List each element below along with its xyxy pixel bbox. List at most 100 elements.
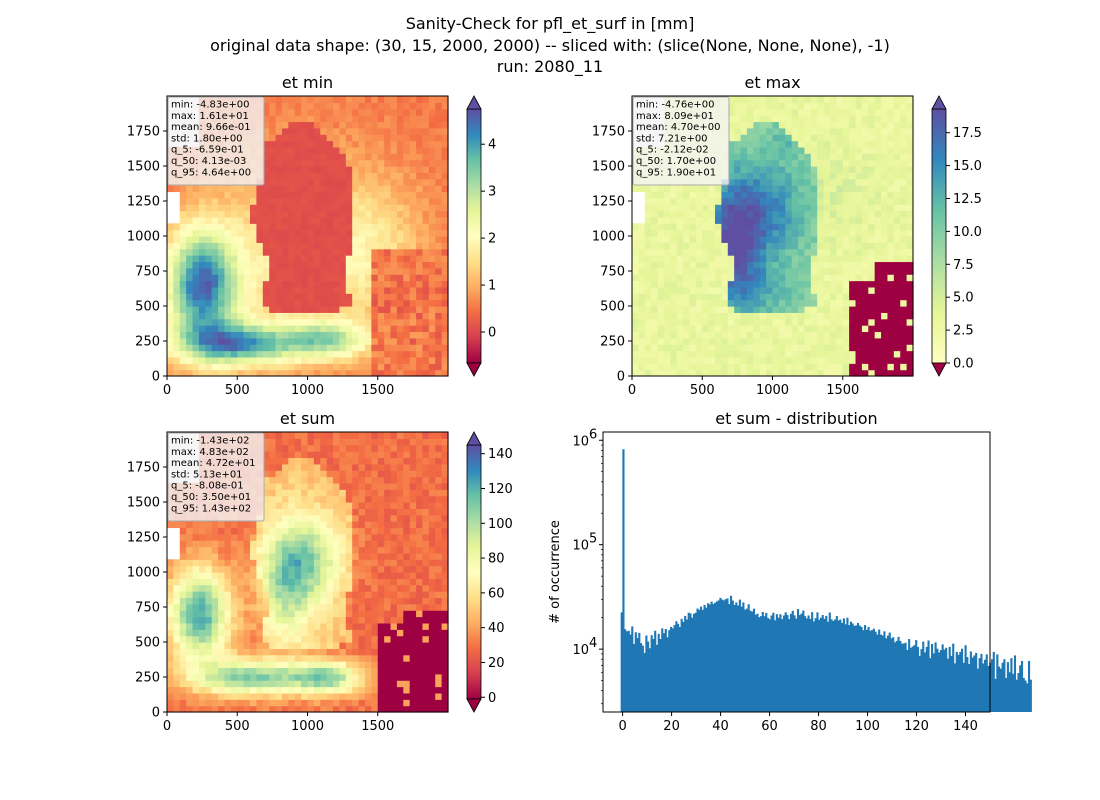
heatmap-cell <box>307 578 315 586</box>
colorbar-gradient <box>466 108 482 364</box>
heatmap-cell <box>262 344 270 352</box>
heatmap-cell <box>823 108 831 116</box>
heatmap-cell <box>326 172 334 180</box>
heatmap-cell <box>288 236 296 243</box>
heatmap-cell <box>339 115 347 123</box>
heatmap-cell <box>179 572 187 579</box>
heatmap-cell <box>256 559 264 567</box>
heatmap-cell <box>778 337 786 345</box>
heatmap-cell <box>294 482 302 490</box>
heatmap-cell <box>632 261 639 269</box>
heatmap-cell <box>670 191 678 199</box>
heatmap-cell <box>734 331 742 339</box>
heatmap-cell <box>179 705 187 713</box>
heatmap-cell <box>320 622 328 630</box>
heatmap-cell <box>262 432 270 439</box>
heatmap-cell <box>422 146 430 154</box>
heatmap-cell <box>256 242 264 250</box>
heatmap-cell <box>441 210 449 218</box>
heatmap-cell <box>173 267 181 275</box>
heatmap-cell <box>740 286 748 294</box>
heatmap-cell <box>211 331 219 339</box>
heatmap-cell <box>301 299 309 307</box>
heatmap-cell <box>772 337 780 345</box>
heatmap-cell <box>868 280 876 288</box>
heatmap-cell <box>861 108 869 116</box>
heatmap-cell <box>384 306 392 313</box>
heatmap-cell <box>250 699 258 707</box>
heatmap-cell <box>320 191 328 199</box>
heatmap-cell <box>243 603 251 611</box>
heatmap-cell <box>371 210 379 218</box>
heatmap-cell <box>173 661 181 669</box>
heatmap-cell <box>403 255 411 263</box>
heatmap-cell <box>753 356 761 364</box>
heatmap-cell <box>638 255 646 263</box>
heatmap-cell <box>218 552 226 560</box>
heatmap-cell <box>256 248 264 256</box>
heatmap-cell <box>333 108 341 116</box>
heatmap-cell <box>301 350 309 358</box>
heatmap-cell <box>358 102 366 110</box>
heatmap-cell <box>269 191 277 199</box>
heatmap-cell <box>753 153 761 161</box>
heatmap-cell <box>294 527 302 535</box>
heatmap-cell <box>237 223 245 231</box>
heatmap-cell <box>313 210 321 218</box>
heatmap-cell <box>403 242 411 250</box>
heatmap-cell <box>333 642 341 649</box>
heatmap-cell <box>721 216 729 224</box>
heatmap-cell <box>868 337 876 345</box>
heatmap-cell <box>243 705 251 713</box>
heatmap-cell <box>893 255 901 263</box>
heatmap-cell <box>759 127 767 135</box>
heatmap-cell <box>218 299 226 307</box>
heatmap-cell <box>849 204 857 212</box>
heatmap-cell <box>218 533 226 541</box>
heatmap-cell <box>211 705 219 713</box>
heatmap-cell <box>384 166 392 173</box>
heatmap-cell <box>396 312 404 320</box>
heatmap-cell <box>759 159 767 167</box>
heatmap-cell <box>256 325 264 333</box>
y-tick-label: 0 <box>152 370 160 385</box>
heatmap-cell <box>262 476 270 484</box>
heatmap-cell <box>384 318 392 326</box>
heatmap-cell <box>243 261 251 269</box>
heatmap-cell <box>262 369 270 377</box>
heatmap-cell <box>804 337 812 345</box>
heatmap-cell <box>339 191 347 199</box>
heatmap-cell <box>288 508 296 516</box>
heatmap-cell <box>371 255 379 263</box>
heatmap-cell <box>192 197 200 205</box>
heatmap-cell <box>396 325 404 333</box>
heatmap-cell <box>237 552 245 560</box>
heatmap-cell <box>836 146 844 154</box>
heatmap-cell <box>409 312 417 320</box>
heatmap-cell <box>804 197 812 205</box>
heatmap-cell <box>301 680 309 688</box>
heatmap-cell <box>326 280 334 288</box>
heatmap-cell <box>358 318 366 326</box>
heatmap-cell <box>358 267 366 275</box>
heatmap-cell <box>358 166 366 173</box>
heatmap-cell <box>256 629 264 637</box>
heatmap-cell <box>651 274 659 282</box>
heatmap-cell <box>868 267 876 275</box>
heatmap-cell <box>218 191 226 199</box>
heatmap-cell <box>326 236 334 243</box>
heatmap-cell <box>861 134 869 142</box>
heatmap-cell <box>313 248 321 256</box>
heatmap-cell <box>237 559 245 567</box>
heatmap-cell <box>313 325 321 333</box>
heatmap-cell <box>243 204 251 212</box>
heatmap-cell <box>849 299 857 307</box>
heatmap-cell <box>785 191 793 199</box>
heatmap-cell <box>307 603 315 611</box>
heatmap-cell <box>243 699 251 707</box>
heatmap-cell <box>250 610 258 618</box>
heatmap-cell <box>250 369 258 377</box>
heatmap-cell <box>192 229 200 237</box>
heatmap-cell <box>798 306 806 313</box>
heatmap-cell <box>403 325 411 333</box>
